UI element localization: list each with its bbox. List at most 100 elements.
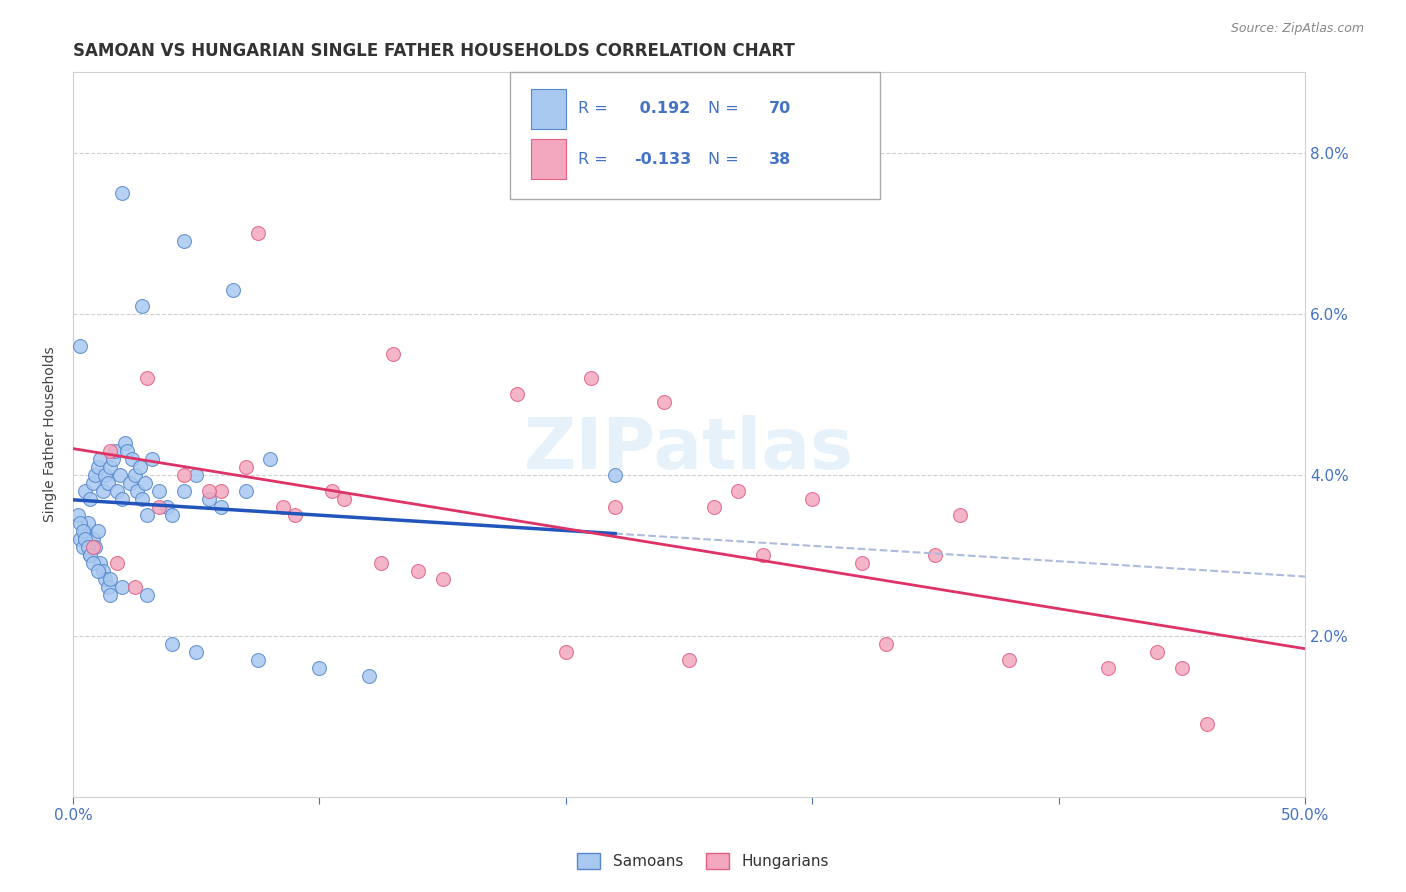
Point xyxy=(406,565,429,579)
Point xyxy=(91,565,114,579)
Point xyxy=(114,435,136,450)
Point xyxy=(505,387,527,401)
Point xyxy=(75,532,97,546)
Point xyxy=(357,669,380,683)
Point xyxy=(87,459,110,474)
Point xyxy=(124,581,146,595)
Point xyxy=(128,459,150,474)
Point xyxy=(173,483,195,498)
Point xyxy=(104,443,127,458)
Point xyxy=(209,483,232,498)
Point xyxy=(75,483,97,498)
Y-axis label: Single Father Households: Single Father Households xyxy=(44,347,58,523)
Point xyxy=(703,500,725,514)
Point xyxy=(801,491,824,506)
Point xyxy=(370,557,392,571)
Point xyxy=(84,540,107,554)
Text: -0.133: -0.133 xyxy=(634,152,690,167)
Point xyxy=(101,451,124,466)
Point xyxy=(246,653,269,667)
Point xyxy=(111,491,134,506)
Point xyxy=(605,467,627,482)
Point xyxy=(141,451,163,466)
Point xyxy=(69,532,91,546)
Point xyxy=(156,500,179,514)
Text: R =: R = xyxy=(578,152,613,167)
Point xyxy=(111,581,134,595)
Point xyxy=(197,491,219,506)
Point xyxy=(605,500,627,514)
Point xyxy=(107,483,129,498)
Text: N =: N = xyxy=(707,152,744,167)
Text: Source: ZipAtlas.com: Source: ZipAtlas.com xyxy=(1230,22,1364,36)
Point xyxy=(79,491,101,506)
Point xyxy=(678,653,700,667)
Point xyxy=(554,645,576,659)
Point xyxy=(382,347,405,361)
Point xyxy=(94,573,117,587)
Point xyxy=(94,467,117,482)
Point xyxy=(752,548,775,562)
Point xyxy=(998,653,1021,667)
Point xyxy=(82,540,104,554)
Point xyxy=(949,508,972,522)
Point xyxy=(851,557,873,571)
Point xyxy=(131,491,153,506)
Point xyxy=(131,299,153,313)
Point xyxy=(97,475,120,490)
Point xyxy=(235,483,257,498)
Point xyxy=(197,483,219,498)
Point xyxy=(173,235,195,249)
Point xyxy=(69,339,91,353)
Text: ZIPatlas: ZIPatlas xyxy=(524,415,855,483)
Point xyxy=(69,516,91,530)
Point xyxy=(148,500,170,514)
Point xyxy=(127,483,149,498)
Point xyxy=(148,483,170,498)
Point xyxy=(727,483,749,498)
Text: 38: 38 xyxy=(769,152,792,167)
Text: N =: N = xyxy=(707,101,744,116)
Point xyxy=(82,475,104,490)
Point xyxy=(875,637,897,651)
Legend: Samoans, Hungarians: Samoans, Hungarians xyxy=(571,847,835,875)
Point xyxy=(1195,717,1218,731)
Point xyxy=(97,581,120,595)
Point xyxy=(79,548,101,562)
Point xyxy=(98,589,121,603)
FancyBboxPatch shape xyxy=(531,139,565,179)
Point xyxy=(136,508,159,522)
Text: 70: 70 xyxy=(769,101,792,116)
Point xyxy=(333,491,356,506)
Point xyxy=(89,557,111,571)
Point xyxy=(136,371,159,385)
Point xyxy=(160,508,183,522)
Point xyxy=(118,475,141,490)
Point xyxy=(98,573,121,587)
Point xyxy=(77,540,100,554)
FancyBboxPatch shape xyxy=(510,72,880,199)
Point xyxy=(186,645,208,659)
Point xyxy=(98,459,121,474)
Point xyxy=(77,516,100,530)
Point xyxy=(82,532,104,546)
Point xyxy=(1171,661,1194,675)
Point xyxy=(136,589,159,603)
Point xyxy=(308,661,330,675)
Point xyxy=(79,548,101,562)
Point xyxy=(82,557,104,571)
Text: SAMOAN VS HUNGARIAN SINGLE FATHER HOUSEHOLDS CORRELATION CHART: SAMOAN VS HUNGARIAN SINGLE FATHER HOUSEH… xyxy=(73,42,794,60)
Point xyxy=(654,395,676,409)
Point xyxy=(87,565,110,579)
Text: 0.192: 0.192 xyxy=(634,101,690,116)
Point xyxy=(72,540,94,554)
Point xyxy=(107,557,129,571)
FancyBboxPatch shape xyxy=(531,88,565,128)
Point xyxy=(134,475,156,490)
Point xyxy=(91,483,114,498)
Point xyxy=(160,637,183,651)
Point xyxy=(284,508,307,522)
Point xyxy=(173,467,195,482)
Point xyxy=(222,283,245,297)
Point xyxy=(117,443,139,458)
